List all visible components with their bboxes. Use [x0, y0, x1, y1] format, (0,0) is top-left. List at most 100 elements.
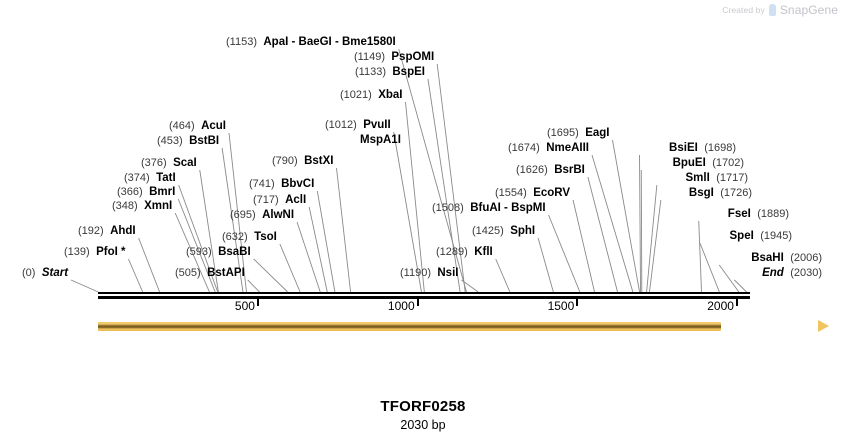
- site-label-fsei[interactable]: FseI (1889): [0, 208, 789, 220]
- site-label-bsrbi[interactable]: (1626) BsrBI: [516, 164, 585, 176]
- site-label-spei[interactable]: SpeI (1945): [0, 230, 792, 242]
- site-label-ecorv[interactable]: (1554) EcoRV: [495, 187, 570, 199]
- site-position: (1153): [226, 36, 257, 48]
- leader-line: [537, 237, 554, 293]
- site-label-alwni[interactable]: (695) AlwNI: [230, 209, 294, 221]
- site-label-end[interactable]: End (2030): [0, 267, 822, 279]
- site-enzyme-name: NsiI: [437, 267, 459, 279]
- site-label-pspomi[interactable]: (1149) PspOMI: [354, 51, 434, 63]
- site-label-bsahi[interactable]: BsaHI (2006): [0, 252, 822, 264]
- site-enzyme-name: AhdI: [110, 225, 136, 237]
- site-label-bsiei[interactable]: BsiEI (1698): [0, 142, 736, 154]
- site-label-bsabi[interactable]: (593) BsaBI: [186, 246, 251, 258]
- site-enzyme-name: MspA1I: [360, 134, 401, 146]
- site-position: (717): [253, 194, 279, 206]
- site-position: (453): [157, 135, 183, 147]
- ruler-tick-label: 1000: [387, 299, 415, 313]
- site-enzyme-name: TsoI: [254, 231, 277, 243]
- site-label-bstbi[interactable]: (453) BstBI: [157, 135, 219, 147]
- site-position: (1674): [508, 142, 540, 154]
- site-label-acli[interactable]: (717) AclI: [253, 194, 306, 206]
- site-label-xmni[interactable]: (348) XmnI: [112, 200, 172, 212]
- site-position: (1190): [400, 267, 431, 279]
- site-position: (632): [222, 231, 248, 243]
- site-label-kfli[interactable]: (1289) KflI: [436, 246, 493, 258]
- site-label-pfoi[interactable]: (139) PfoI *: [64, 246, 125, 258]
- site-enzyme-name: EcoRV: [533, 187, 571, 199]
- sequence-title-block: TFORF0258 2030 bp: [0, 398, 846, 432]
- backbone-bottom-strand: [98, 296, 750, 299]
- site-label-tati[interactable]: (374) TatI: [124, 172, 176, 184]
- site-enzyme-name: BfuAI - BspMI: [470, 202, 546, 214]
- site-position: (741): [249, 178, 275, 190]
- site-enzyme-name: PspOMI: [391, 51, 435, 63]
- site-enzyme-name: PvuII: [363, 119, 391, 131]
- site-label-apai[interactable]: (1153) ApaI - BaeGI - Bme1580I: [226, 36, 396, 48]
- site-label-bstapi[interactable]: (505) BstAPI: [175, 267, 245, 279]
- site-position: (2006): [790, 252, 822, 264]
- site-enzyme-name: SphI: [510, 225, 536, 237]
- site-enzyme-name: BsaHI: [751, 252, 784, 264]
- site-position: (348): [112, 200, 138, 212]
- site-position: (1889): [757, 208, 789, 220]
- site-label-pvuii[interactable]: (1012) PvuII: [325, 119, 391, 131]
- site-position: (593): [186, 246, 212, 258]
- site-label-nmeaiii[interactable]: (1674) NmeAIII: [508, 142, 589, 154]
- site-enzyme-name: XbaI: [378, 89, 403, 101]
- site-label-ahdi[interactable]: (192) AhdI: [78, 225, 136, 237]
- site-label-xbai[interactable]: (1021) XbaI: [340, 89, 402, 101]
- site-label-mspa1i[interactable]: MspA1I: [360, 134, 401, 146]
- site-label-sphi[interactable]: (1425) SphI: [472, 225, 535, 237]
- site-position: (1012): [325, 119, 357, 131]
- site-label-bbvci[interactable]: (741) BbvCI: [249, 178, 314, 190]
- site-enzyme-name: ApaI - BaeGI - Bme1580I: [263, 36, 396, 48]
- site-label-start[interactable]: (0) Start: [22, 267, 68, 279]
- site-enzyme-name: BstBI: [189, 135, 220, 147]
- site-position: (1717): [716, 172, 748, 184]
- site-position: (1554): [495, 187, 527, 199]
- site-label-bspei[interactable]: (1133) BspEI: [355, 66, 425, 78]
- site-position: (1425): [472, 225, 504, 237]
- site-enzyme-name: BstAPI: [207, 267, 245, 279]
- site-position: (1021): [340, 89, 372, 101]
- site-enzyme-name: PfoI *: [96, 246, 126, 258]
- site-enzyme-name: BbvCI: [281, 178, 315, 190]
- site-enzyme-name: KflI: [474, 246, 493, 258]
- site-label-tsoi[interactable]: (632) TsoI: [222, 231, 277, 243]
- site-label-eagi[interactable]: (1695) EagI: [547, 127, 609, 139]
- site-label-bpuei[interactable]: BpuEI (1702): [0, 157, 744, 169]
- leader-line: [734, 279, 747, 293]
- site-enzyme-name: BsaBI: [218, 246, 251, 258]
- backbone-gap: [98, 294, 750, 296]
- site-enzyme-name: BsgI: [688, 187, 714, 199]
- site-enzyme-name: EagI: [585, 127, 610, 139]
- site-enzyme-name: ScaI: [173, 157, 197, 169]
- site-label-smli[interactable]: SmlI (1717): [0, 172, 748, 184]
- site-enzyme-name: BsrBI: [554, 164, 585, 176]
- leader-line: [138, 237, 161, 293]
- site-enzyme-name: AclI: [285, 194, 307, 206]
- site-position: (1945): [760, 230, 792, 242]
- site-position: (505): [175, 267, 201, 279]
- site-label-bstxi[interactable]: (790) BstXI: [272, 155, 333, 167]
- ruler-tick: [735, 297, 738, 306]
- site-label-bsgi[interactable]: BsgI (1726): [0, 187, 752, 199]
- ruler-tick-label: 2000: [707, 299, 734, 313]
- ruler-tick-label: 1500: [547, 299, 575, 313]
- site-label-bfuai[interactable]: (1508) BfuAI - BspMI: [432, 202, 546, 214]
- site-position: (1626): [516, 164, 548, 176]
- leader-line: [247, 279, 260, 293]
- watermark-brand-label: SnapGene: [779, 3, 838, 17]
- site-label-bmri[interactable]: (366) BmrI: [117, 186, 175, 198]
- site-enzyme-name: SmlI: [685, 172, 710, 184]
- site-enzyme-name: SpeI: [729, 230, 754, 242]
- site-label-acui[interactable]: (464) AcuI: [169, 120, 226, 132]
- site-label-nsii[interactable]: (1190) NsiI: [400, 267, 458, 279]
- orf-arrow-head-icon: [817, 320, 829, 332]
- ruler-tick: [256, 297, 259, 306]
- site-enzyme-name: End: [762, 267, 784, 279]
- sequence-length: 2030 bp: [400, 418, 446, 432]
- leader-line: [461, 279, 479, 293]
- site-label-scai[interactable]: (376) ScaI: [141, 157, 197, 169]
